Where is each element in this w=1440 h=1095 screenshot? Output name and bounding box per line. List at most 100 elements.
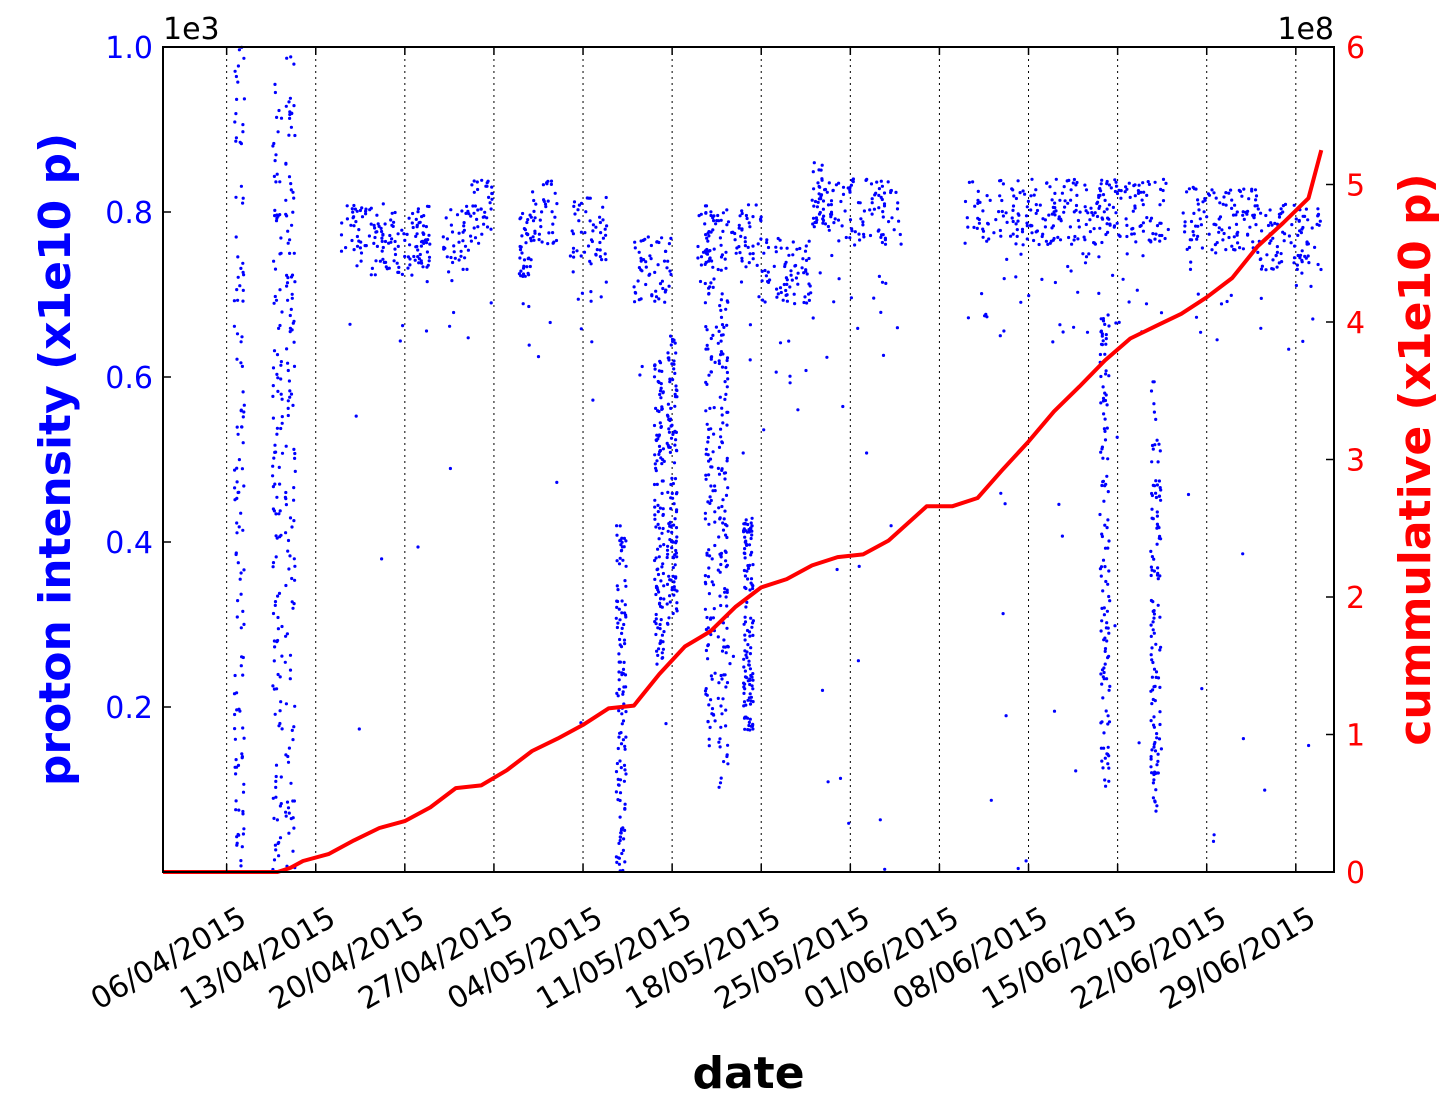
- intensity-point: [1155, 736, 1159, 740]
- intensity-point: [1103, 391, 1107, 395]
- intensity-point: [674, 575, 678, 579]
- intensity-point: [723, 522, 728, 527]
- intensity-point: [293, 451, 297, 456]
- intensity-point: [554, 238, 559, 243]
- intensity-point: [357, 228, 361, 232]
- intensity-point: [1164, 181, 1168, 185]
- intensity-point: [239, 864, 243, 868]
- intensity-point: [774, 250, 778, 254]
- intensity-point: [1114, 184, 1119, 188]
- intensity-point: [618, 835, 623, 839]
- intensity-point: [348, 322, 352, 326]
- intensity-point: [666, 259, 670, 263]
- intensity-point: [392, 259, 396, 263]
- intensity-point: [1085, 330, 1090, 334]
- intensity-point: [621, 719, 626, 723]
- intensity-point: [594, 253, 598, 257]
- intensity-point: [622, 638, 627, 642]
- intensity-point: [706, 435, 711, 440]
- intensity-point: [748, 682, 752, 687]
- intensity-point: [756, 242, 760, 246]
- intensity-point: [1023, 192, 1027, 196]
- intensity-point: [713, 543, 717, 548]
- intensity-point: [793, 302, 797, 306]
- intensity-point: [722, 638, 726, 642]
- intensity-point: [1254, 194, 1259, 198]
- intensity-point: [1155, 224, 1160, 228]
- intensity-point: [745, 650, 749, 654]
- intensity-point: [617, 841, 621, 846]
- intensity-point: [615, 761, 620, 766]
- intensity-point: [737, 226, 741, 230]
- intensity-point: [452, 244, 456, 248]
- intensity-point: [1150, 507, 1154, 511]
- intensity-point: [1100, 532, 1104, 536]
- intensity-point: [1102, 210, 1106, 214]
- intensity-point: [785, 282, 789, 286]
- intensity-point: [620, 671, 624, 675]
- intensity-point: [1294, 283, 1298, 288]
- intensity-point: [1004, 211, 1008, 215]
- intensity-point: [1224, 203, 1228, 207]
- intensity-point: [707, 291, 711, 296]
- intensity-point: [804, 244, 808, 248]
- intensity-point: [1241, 737, 1245, 741]
- intensity-point: [1016, 179, 1020, 183]
- intensity-point: [344, 246, 348, 250]
- intensity-point: [449, 223, 453, 227]
- intensity-point: [658, 544, 662, 548]
- intensity-point: [743, 240, 747, 244]
- intensity-point: [1047, 213, 1051, 217]
- intensity-point: [1099, 672, 1103, 676]
- intensity-point: [354, 220, 358, 224]
- intensity-point: [292, 62, 296, 66]
- intensity-point: [232, 299, 236, 303]
- intensity-point: [540, 240, 544, 244]
- intensity-point: [1211, 839, 1216, 844]
- intensity-point: [725, 223, 729, 227]
- intensity-point: [1231, 213, 1236, 217]
- intensity-point: [614, 790, 619, 794]
- intensity-point: [280, 415, 284, 419]
- intensity-point: [278, 709, 282, 713]
- intensity-point: [599, 231, 603, 235]
- intensity-point: [1125, 223, 1129, 227]
- intensity-point: [1241, 552, 1245, 556]
- intensity-point: [743, 669, 748, 673]
- intensity-point: [1050, 212, 1054, 216]
- intensity-point: [485, 225, 490, 229]
- intensity-point: [369, 222, 373, 226]
- intensity-point: [717, 740, 721, 744]
- intensity-point: [819, 168, 823, 172]
- intensity-point: [1153, 237, 1157, 241]
- y-right-tick-label: 1: [1346, 719, 1365, 754]
- intensity-point: [235, 843, 239, 847]
- intensity-point: [1298, 256, 1302, 260]
- intensity-point: [1159, 311, 1164, 315]
- intensity-point: [659, 579, 663, 583]
- intensity-point: [711, 228, 715, 232]
- intensity-point: [1113, 189, 1117, 194]
- intensity-point: [862, 232, 866, 236]
- intensity-point: [1316, 212, 1321, 216]
- intensity-point: [1016, 219, 1020, 223]
- intensity-point: [1045, 181, 1049, 185]
- intensity-point: [718, 570, 722, 574]
- intensity-point: [624, 584, 628, 588]
- intensity-point: [615, 625, 620, 630]
- intensity-point: [278, 180, 282, 184]
- intensity-point: [841, 404, 845, 409]
- intensity-point: [1152, 631, 1156, 635]
- intensity-point: [287, 133, 291, 137]
- intensity-point: [746, 643, 750, 647]
- intensity-point: [1050, 198, 1054, 202]
- intensity-point: [1196, 198, 1200, 202]
- intensity-point: [1235, 210, 1239, 214]
- intensity-point: [1105, 526, 1109, 530]
- intensity-point: [1016, 866, 1020, 871]
- intensity-point: [292, 340, 296, 344]
- intensity-point: [644, 260, 648, 264]
- intensity-point: [654, 617, 658, 621]
- intensity-point: [421, 265, 425, 269]
- intensity-point: [1101, 193, 1106, 197]
